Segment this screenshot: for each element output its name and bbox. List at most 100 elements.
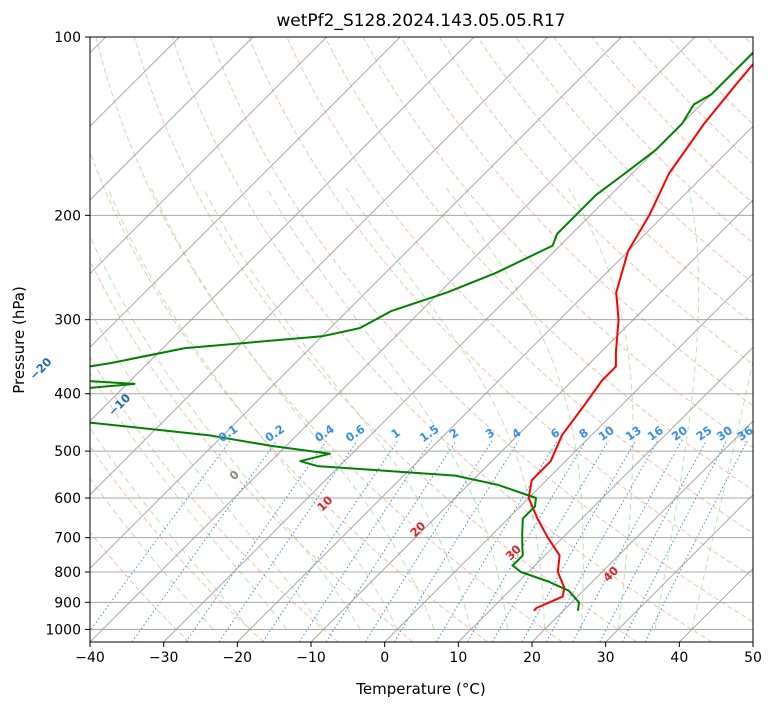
isotherm-grid — [90, 37, 753, 642]
y-axis-label: Pressure (hPa) — [10, 286, 28, 394]
x-tick-label: 40 — [670, 650, 688, 666]
x-tick-label: 0 — [380, 650, 389, 666]
dry-adiabat-line — [438, 37, 753, 366]
y-tick-label: 400 — [54, 387, 81, 403]
moist-adiabats — [90, 187, 753, 630]
dry-adiabat-line — [324, 37, 753, 491]
chart-title: wetPf2_S128.2024.143.05.05.R17 — [276, 11, 565, 31]
isotherm-line — [90, 37, 622, 570]
y-tick-label: 900 — [54, 595, 81, 611]
y-tick: 300 — [54, 313, 90, 329]
x-tick: −30 — [149, 642, 179, 666]
moist-adiabat-line — [150, 187, 435, 630]
isotherm-line — [90, 37, 328, 275]
background-lines — [90, 37, 753, 642]
series-layer — [90, 51, 753, 612]
mixing-ratio-line — [644, 440, 748, 642]
x-tick-label: −20 — [223, 650, 253, 666]
mixing-ratio-line — [90, 440, 231, 632]
y-tick-label: 800 — [54, 565, 81, 581]
x-tick: −10 — [296, 642, 326, 666]
y-tick-label: 1000 — [45, 622, 81, 638]
y-tick-label: 300 — [54, 313, 81, 329]
y-tick: 900 — [54, 595, 90, 611]
mixing-ratio-line — [364, 440, 493, 642]
mixing-ratio-line — [325, 440, 457, 642]
x-tick: 20 — [523, 642, 541, 666]
mixing-ratio-line — [185, 440, 328, 642]
isotherm-line — [384, 272, 753, 642]
dry-adiabat-line — [90, 150, 488, 642]
moist-adiabat-line — [345, 187, 546, 630]
x-tick-label: −30 — [149, 650, 179, 666]
y-tick: 100 — [54, 30, 90, 46]
mixing-ratio-line — [467, 440, 587, 642]
x-tick: 30 — [597, 642, 615, 666]
dry-adiabat-line — [171, 37, 712, 642]
x-tick-label: −10 — [296, 650, 326, 666]
y-tick: 400 — [54, 387, 90, 403]
y-tick-label: 600 — [54, 491, 81, 507]
x-tick: 50 — [744, 642, 762, 666]
y-tick: 500 — [54, 444, 90, 460]
y-tick: 1000 — [45, 622, 90, 638]
y-tick-label: 700 — [54, 531, 81, 547]
mixing-ratio-line — [435, 440, 558, 642]
y-tick: 600 — [54, 491, 90, 507]
mixing-ratio-line — [131, 440, 278, 642]
y-tick: 700 — [54, 531, 90, 547]
plot-frame — [89, 36, 754, 643]
x-tick-label: −40 — [75, 650, 105, 666]
dry-adiabat-line — [248, 37, 753, 578]
isotherm-line — [90, 37, 696, 642]
x-tick-label: 30 — [597, 650, 615, 666]
isotherm-line — [605, 493, 753, 642]
x-tick: 40 — [670, 642, 688, 666]
isotherm-line — [236, 125, 753, 642]
dry-adiabat-line — [210, 37, 753, 623]
y-tick-label: 500 — [54, 444, 81, 460]
mixing-ratio-line — [262, 440, 399, 642]
moist-adiabat-line — [90, 371, 288, 630]
x-tick-label: 20 — [523, 650, 541, 666]
moist-adiabat-line — [266, 187, 509, 630]
x-axis-label: Temperature (°C) — [355, 680, 485, 698]
isotherm-line — [90, 37, 254, 201]
mixing-ratio-line — [298, 440, 432, 642]
x-tick-label: 10 — [449, 650, 467, 666]
y-tick: 800 — [54, 565, 90, 581]
x-tick: 0 — [380, 642, 389, 666]
x-tick: −40 — [75, 642, 105, 666]
y-axis-ticks: 100 200 300 400 500 600 700 800 900 1000 — [45, 30, 90, 638]
isotherm-line — [90, 37, 401, 349]
moist-adiabat-line — [107, 188, 398, 630]
dry-adiabat-line — [95, 37, 563, 642]
x-tick: −20 — [223, 642, 253, 666]
moist-adiabat-line — [446, 187, 584, 630]
dry-adiabat-line — [90, 445, 264, 642]
y-tick: 200 — [54, 208, 90, 224]
sounding-series-line — [90, 51, 753, 611]
x-tick: 10 — [449, 642, 467, 666]
mixing-ratio-line — [521, 440, 637, 642]
moist-adiabat-line — [90, 477, 214, 630]
y-tick-label: 200 — [54, 208, 81, 224]
mixing-ratio-line — [545, 440, 659, 642]
sounding-series-line — [527, 62, 753, 612]
mixing-ratio-line — [218, 440, 358, 642]
isotherm-line — [457, 346, 753, 642]
x-tick-label: 50 — [744, 650, 762, 666]
y-tick-label: 100 — [54, 30, 81, 46]
dry-adiabat-line — [90, 356, 339, 642]
dry-adiabat-line — [515, 37, 753, 284]
dry-adiabat-line — [400, 37, 753, 407]
isotherm-line — [90, 37, 549, 496]
plot-area: 0.10.20.40.611.52346810131620253036−100−… — [27, 36, 756, 643]
mixing-ratio-line — [572, 440, 683, 642]
moist-adiabat-line — [90, 309, 324, 630]
dry-adiabat-line — [90, 531, 190, 642]
moist-adiabat-line — [90, 234, 361, 630]
isotherm-line — [531, 420, 753, 642]
